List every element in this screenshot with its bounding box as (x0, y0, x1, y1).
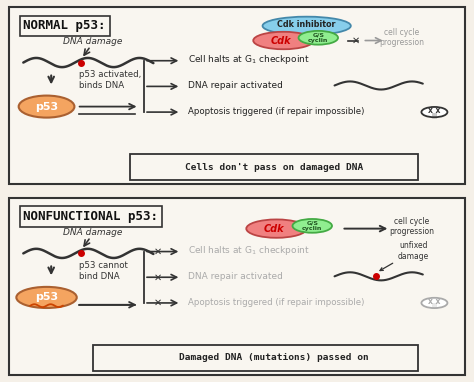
FancyBboxPatch shape (130, 154, 418, 180)
Text: |||: ||| (431, 303, 438, 308)
Text: p53: p53 (35, 102, 58, 112)
Text: G/S
cyclin: G/S cyclin (302, 220, 322, 231)
Text: unfixed
damage: unfixed damage (380, 241, 429, 270)
Text: Cell halts at G$_1$ checkpoint: Cell halts at G$_1$ checkpoint (188, 244, 310, 257)
FancyBboxPatch shape (9, 198, 465, 374)
Text: x x: x x (428, 296, 441, 306)
Ellipse shape (16, 287, 77, 308)
Text: DNA repair activated: DNA repair activated (188, 272, 283, 281)
FancyBboxPatch shape (9, 8, 465, 184)
Text: Cdk: Cdk (264, 223, 284, 234)
Ellipse shape (292, 219, 332, 233)
Text: Damaged DNA (mutations) passed on: Damaged DNA (mutations) passed on (179, 353, 369, 363)
Text: Cdk inhibitor: Cdk inhibitor (277, 20, 336, 29)
Text: Apoptosis triggered (if repair impossible): Apoptosis triggered (if repair impossibl… (188, 107, 365, 116)
Text: Apoptosis triggered (if repair impossible): Apoptosis triggered (if repair impossibl… (188, 298, 365, 306)
Ellipse shape (299, 31, 338, 45)
Ellipse shape (253, 32, 314, 49)
Text: ✕: ✕ (154, 298, 162, 308)
Text: ✕: ✕ (154, 246, 162, 257)
FancyBboxPatch shape (93, 345, 418, 371)
Ellipse shape (263, 17, 351, 35)
Text: |||: ||| (431, 112, 438, 118)
Text: NORMAL p53:: NORMAL p53: (23, 19, 106, 32)
Text: Cell halts at G$_1$ checkpoint: Cell halts at G$_1$ checkpoint (188, 53, 310, 66)
Text: p53: p53 (35, 293, 58, 303)
Text: G/S
cyclin: G/S cyclin (308, 32, 328, 43)
Text: DNA damage: DNA damage (64, 228, 123, 237)
Text: DNA damage: DNA damage (64, 37, 123, 46)
Text: Cells don't pass on damaged DNA: Cells don't pass on damaged DNA (185, 163, 363, 172)
Ellipse shape (18, 96, 74, 118)
Text: Cdk: Cdk (271, 36, 292, 45)
Text: p53 activated,
binds DNA: p53 activated, binds DNA (79, 70, 141, 90)
Ellipse shape (246, 219, 307, 238)
Text: cell cycle
progression: cell cycle progression (390, 217, 435, 236)
Text: x x: x x (428, 106, 441, 115)
Text: ✕: ✕ (351, 36, 359, 45)
Text: cell cycle
progression: cell cycle progression (379, 28, 424, 47)
Text: DNA repair activated: DNA repair activated (188, 81, 283, 90)
Text: p53 cannot
bind DNA: p53 cannot bind DNA (79, 261, 128, 281)
Text: NONFUNCTIONAL p53:: NONFUNCTIONAL p53: (23, 210, 158, 223)
Text: ✕: ✕ (154, 272, 162, 282)
Circle shape (421, 107, 447, 117)
Circle shape (421, 298, 447, 308)
